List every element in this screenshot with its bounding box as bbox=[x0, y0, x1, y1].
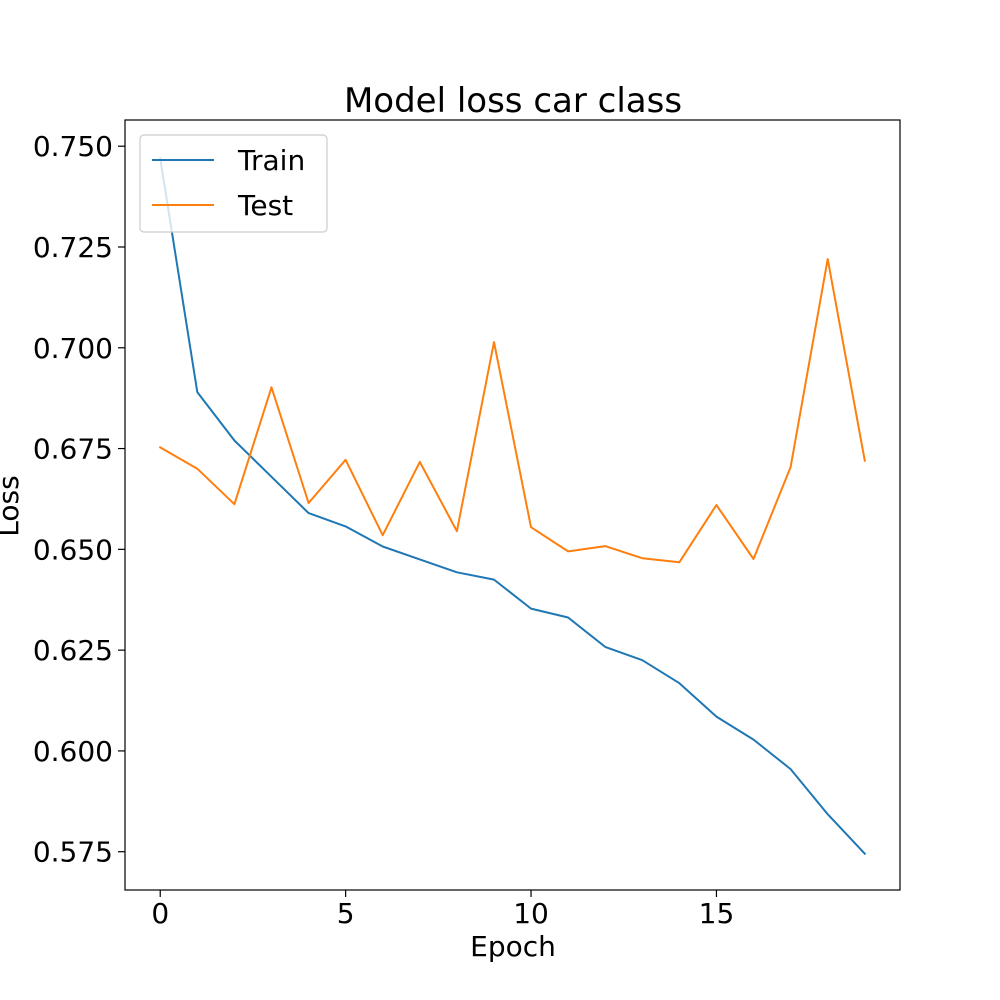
x-axis: 0 5 10 15 bbox=[151, 890, 734, 930]
y-tick-label: 0.750 bbox=[33, 130, 113, 163]
y-tick-label: 0.700 bbox=[33, 332, 113, 365]
plot-area bbox=[158, 157, 867, 856]
legend-label-train: Train bbox=[237, 144, 305, 177]
x-tick-label: 10 bbox=[513, 897, 549, 930]
series-line-test bbox=[158, 258, 866, 564]
y-tick-label: 0.625 bbox=[33, 634, 113, 667]
y-tick-label: 0.725 bbox=[33, 231, 113, 264]
legend: Train Test bbox=[139, 134, 328, 233]
y-tick-label: 0.650 bbox=[33, 533, 113, 566]
y-tick-label: 0.575 bbox=[33, 836, 113, 869]
series-line-train bbox=[159, 157, 867, 856]
y-axis: 0.575 0.600 0.625 0.650 0.675 0.700 0.725 0.750 bbox=[33, 130, 125, 869]
x-tick-label: 15 bbox=[699, 897, 735, 930]
x-tick-label: 0 bbox=[151, 897, 169, 930]
plot-frame bbox=[124, 119, 901, 891]
y-axis-title: Loss bbox=[0, 475, 25, 536]
x-tick-label: 5 bbox=[337, 897, 355, 930]
y-tick-label: 0.600 bbox=[33, 735, 113, 768]
chart-title: Model loss car class bbox=[344, 81, 682, 121]
y-tick-label: 0.675 bbox=[33, 433, 113, 466]
x-axis-title: Epoch bbox=[470, 930, 556, 963]
legend-label-test: Test bbox=[237, 189, 293, 222]
